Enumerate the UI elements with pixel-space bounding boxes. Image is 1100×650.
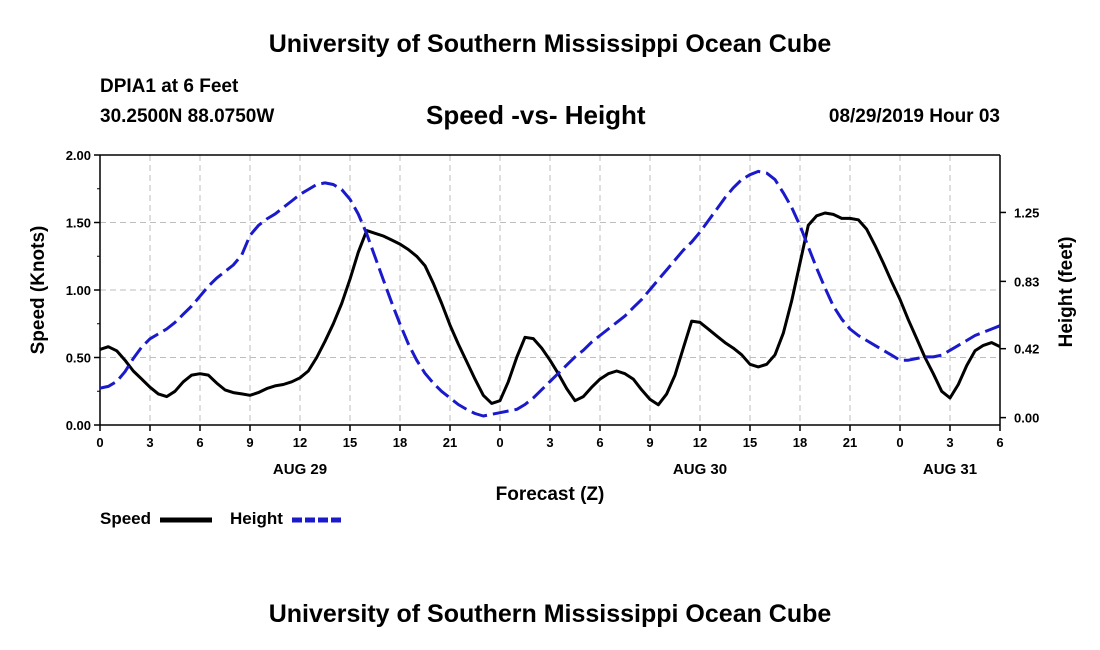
y-tick-label: 0.00 <box>66 418 91 433</box>
legend-speed-label: Speed <box>100 509 152 528</box>
series-line-speed <box>100 211 1000 407</box>
x-tick-label: 12 <box>293 435 307 450</box>
x-tick-label: 12 <box>693 435 707 450</box>
x-tick-label: 15 <box>343 435 357 450</box>
x-tick-label: 9 <box>646 435 653 450</box>
station-coordinates: 30.2500N 88.0750W <box>100 106 275 127</box>
date-label: AUG 30 <box>673 461 727 478</box>
y-tick-label: 2.00 <box>66 148 91 163</box>
x-tick-label: 15 <box>743 435 757 450</box>
series-line-height <box>100 169 1000 418</box>
x-tick-label: 18 <box>393 435 407 450</box>
legend-height-swatch <box>292 517 344 523</box>
footer-title: University of Southern Mississippi Ocean… <box>268 600 832 628</box>
header-title: University of Southern Mississippi Ocean… <box>268 30 832 58</box>
issue-date: 08/29/2019 Hour 03 <box>828 106 1000 127</box>
x-tick-label: 9 <box>246 435 253 450</box>
y-tick-label: 0.50 <box>66 351 91 366</box>
x-tick-label: 0 <box>96 435 103 450</box>
y2-axis-label: Height (feet) <box>1056 237 1077 348</box>
x-tick-label: 0 <box>496 435 503 450</box>
y2-tick-label: 0.83 <box>1014 274 1039 289</box>
x-tick-label: 6 <box>996 435 1003 450</box>
y2-tick-label: 0.42 <box>1014 342 1039 357</box>
date-label: AUG 29 <box>273 461 327 478</box>
x-tick-label: 3 <box>946 435 953 450</box>
date-label: AUG 31 <box>923 461 977 478</box>
x-axis-label: Forecast (Z) <box>496 484 605 505</box>
x-tick-label: 3 <box>546 435 553 450</box>
legend-speed-swatch <box>160 517 212 523</box>
chart-svg: 0 3 6 9 12 15 18 21 0 3 6 9 12 15 18 21 0 3 6 0.00 0.50 1.00 1… <box>28 148 1077 505</box>
y2-tick-label: 0.00 <box>1014 411 1039 426</box>
x-tick-label: 0 <box>896 435 903 450</box>
y-tick-label: 1.00 <box>66 283 91 298</box>
station-label: DPIA1 at 6 Feet <box>100 76 239 97</box>
x-tick-label: 6 <box>596 435 603 450</box>
x-tick-label: 21 <box>843 435 857 450</box>
x-tick-label: 21 <box>443 435 457 450</box>
x-tick-label: 6 <box>196 435 203 450</box>
y-tick-label: 1.50 <box>66 216 91 231</box>
y-axis-label: Speed (Knots) <box>28 226 49 355</box>
x-tick-label: 18 <box>793 435 807 450</box>
x-tick-label: 3 <box>146 435 153 450</box>
y2-tick-label: 1.25 <box>1014 205 1039 220</box>
chart-title: Speed -vs- Height <box>426 100 646 130</box>
legend-height-label: Height <box>230 509 283 528</box>
